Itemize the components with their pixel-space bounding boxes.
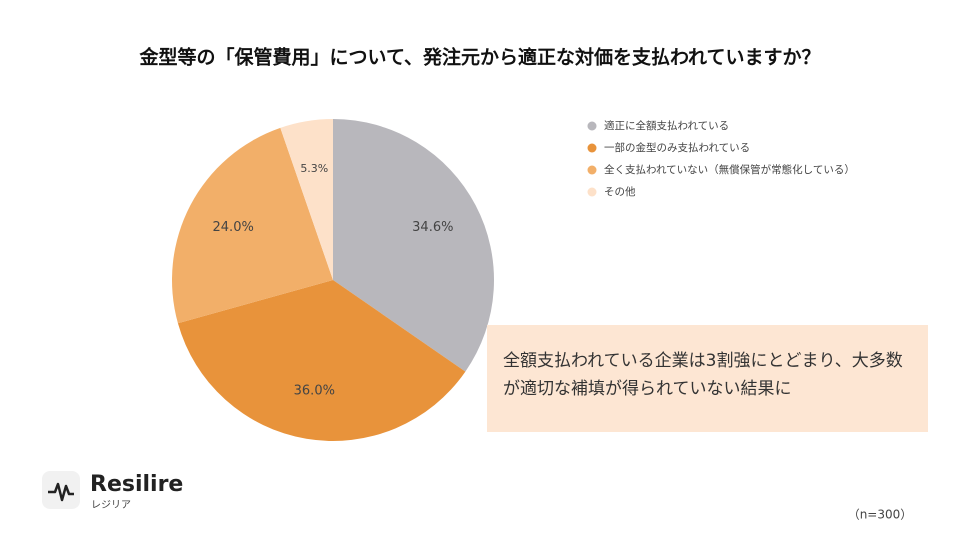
pie-slice bbox=[177, 280, 466, 442]
legend-marker bbox=[587, 165, 597, 175]
data-label: 36.0% bbox=[294, 384, 335, 399]
pie-slice bbox=[172, 127, 333, 324]
logo-name: Resilire bbox=[90, 472, 183, 497]
pie-slice bbox=[280, 119, 333, 280]
legend-label: 全く支払われていない（無償保管が常態化している） bbox=[604, 163, 855, 176]
sample-note: （n=300） bbox=[848, 508, 913, 522]
legend-label: その他 bbox=[604, 185, 636, 198]
logo-sub: レジリア bbox=[91, 500, 131, 511]
chart-title: 金型等の「保管費用」について、発注元から適正な対価を支払われていますか？ bbox=[139, 46, 821, 69]
pie-slice bbox=[333, 119, 495, 372]
callout: 全額支払われている企業は3割強にとどまり、大多数が適切な補填が得られていない結果… bbox=[487, 325, 928, 432]
logo-wave bbox=[48, 482, 74, 502]
data-label: 24.0% bbox=[213, 220, 254, 235]
legend-marker bbox=[587, 121, 597, 131]
data-label: 34.6% bbox=[412, 220, 453, 235]
legend-marker bbox=[587, 187, 597, 197]
legend-marker bbox=[587, 143, 597, 153]
data-label: 5.3% bbox=[300, 162, 328, 175]
legend-label: 一部の金型のみ支払われている bbox=[604, 141, 750, 154]
legend-label: 適正に全額支払われている bbox=[604, 119, 729, 132]
logo-icon bbox=[42, 471, 80, 509]
